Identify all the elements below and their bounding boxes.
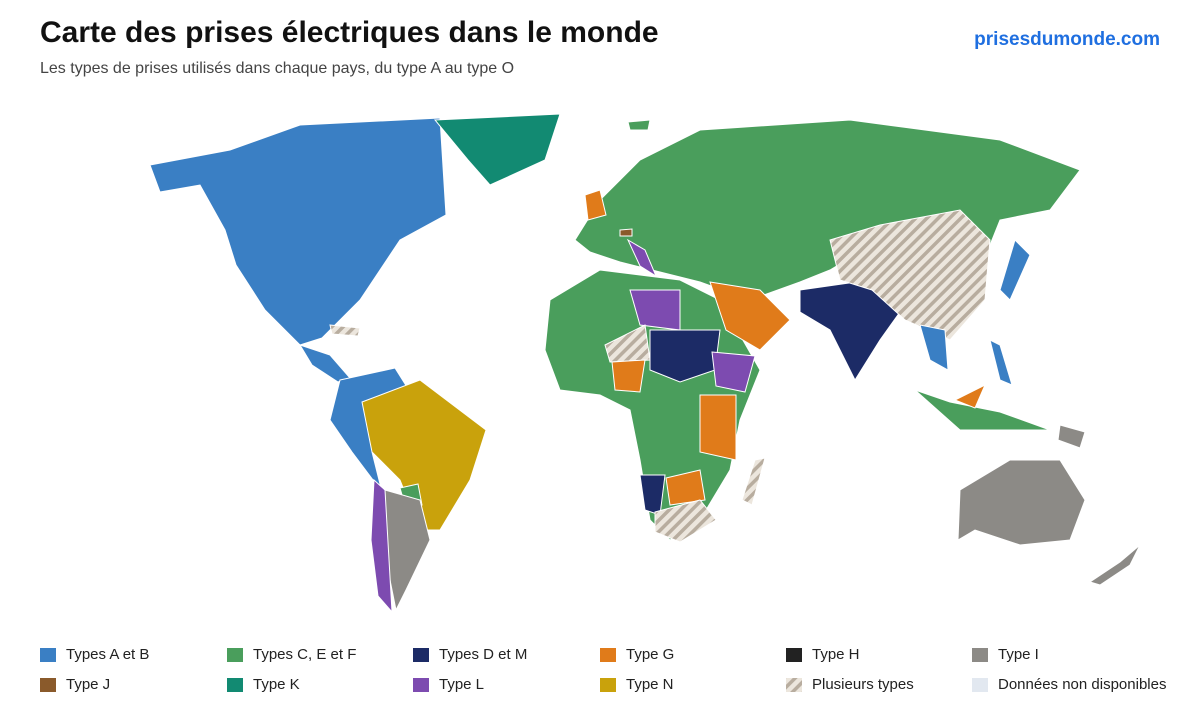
east-africa (699, 394, 737, 461)
legend-label: Types D et M (439, 646, 527, 663)
united-kingdom (584, 189, 607, 221)
legend-label: Plusieurs types (812, 676, 914, 693)
legend-swatch (972, 648, 988, 662)
australia (957, 459, 1086, 546)
southeast-asia (919, 324, 949, 371)
namibia (639, 474, 666, 516)
legend-swatch (227, 678, 243, 692)
greenland (433, 113, 561, 186)
legend-label: Type L (439, 676, 484, 693)
philippines (989, 339, 1013, 386)
brazil (361, 379, 487, 531)
legend-label: Type I (998, 646, 1039, 663)
legend-swatch (227, 648, 243, 662)
legend-swatch (413, 648, 429, 662)
legend-label: Type J (66, 676, 110, 693)
subtitle: Les types de prises utilisés dans chaque… (40, 60, 515, 77)
ethiopia (711, 351, 756, 393)
madagascar (741, 457, 766, 506)
legend-label: Type H (812, 646, 860, 663)
indonesia (914, 389, 1051, 431)
legend-label: Types A et B (66, 646, 149, 663)
site-link[interactable]: prisesdumonde.com (974, 29, 1160, 50)
china (829, 209, 991, 341)
legend-swatch (40, 648, 56, 662)
legend: Types A et B Types C, E et F Types D et M T… (40, 646, 1166, 693)
world-map (149, 113, 1141, 614)
southern-africa (665, 469, 706, 506)
legend-swatch (786, 678, 802, 692)
italy (626, 238, 658, 278)
legend-label: Données non disponibles (998, 676, 1166, 693)
arabia (709, 281, 791, 351)
iceland (627, 119, 651, 131)
legend-label: Types C, E et F (253, 646, 356, 663)
malaysia (953, 383, 987, 409)
sudan (649, 329, 721, 383)
japan (999, 239, 1031, 301)
north-america (149, 117, 447, 346)
new-zealand (1088, 544, 1141, 586)
legend-swatch (600, 678, 616, 692)
switzerland (619, 228, 633, 237)
nigeria (611, 359, 646, 393)
chile (370, 478, 393, 614)
legend-swatch (600, 648, 616, 662)
caribbean (329, 324, 361, 337)
south-africa (654, 499, 717, 543)
legend-label: Type G (626, 646, 674, 663)
png (1057, 424, 1086, 449)
legend-label: Type K (253, 676, 300, 693)
legend-swatch (413, 678, 429, 692)
title: Carte des prises électriques dans le mon… (40, 16, 659, 49)
legend-swatch (40, 678, 56, 692)
legend-label: Type N (626, 676, 674, 693)
central-america (298, 344, 351, 383)
legend-swatch (972, 678, 988, 692)
legend-swatch (786, 648, 802, 662)
